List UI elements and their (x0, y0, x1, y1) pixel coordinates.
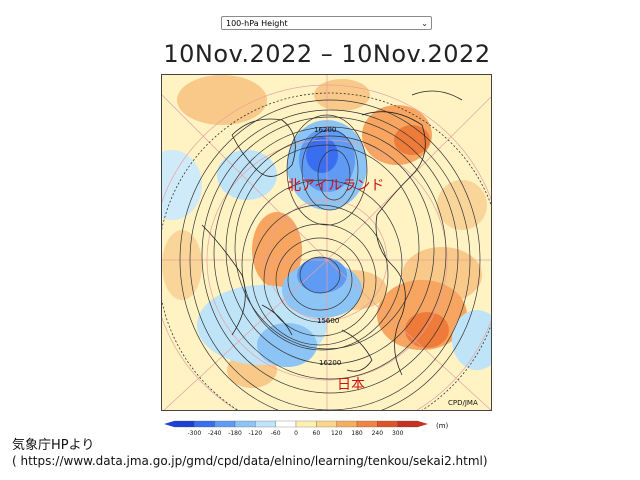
colorbar-swatch (214, 420, 236, 428)
colorbar-swatch (194, 420, 215, 428)
colorbar-tick-label: 240 (372, 430, 384, 437)
credit-label: CPD/JMA (448, 399, 478, 407)
colorbar-tick-label: 180 (351, 430, 363, 437)
colorbar-swatch (234, 420, 256, 428)
colorbar-swatch (255, 420, 276, 428)
colorbar-swatch (295, 420, 317, 428)
colorbar-tick-label: -180 (228, 430, 242, 437)
page-title: 10Nov.2022 – 10Nov.2022 (163, 40, 491, 68)
colorbar-swatch (377, 420, 398, 428)
source-url: ( https://www.data.jma.go.jp/gmd/cpd/dat… (12, 454, 488, 468)
colorbar-tick-label: -120 (249, 430, 263, 437)
colorbar-tick-label: 0 (294, 430, 298, 437)
colorbar-svg: -300 -240 -180 -120 -60 0 60 120 180 240 300 (m) (164, 420, 449, 437)
colorbar-swatch (316, 420, 337, 428)
colorbar-swatch (356, 420, 378, 428)
colorbar-unit: (m) (436, 422, 449, 430)
colorbar-tick-label: -240 (208, 430, 222, 437)
contour-label: 16200 (314, 126, 336, 134)
source-label: 気象庁HPより (12, 438, 95, 453)
colorbar-tick-label: 300 (392, 430, 404, 437)
colorbar-tick-label: 60 (313, 430, 321, 437)
variable-select[interactable]: 100-hPa Height ⌄ (221, 16, 432, 30)
colorbar-arrow-right (418, 421, 428, 427)
map-panel: 16200 15600 16200 北アイルランド 日本 CPD/JMA (161, 74, 492, 411)
annotation-japan: 日本 (337, 377, 365, 393)
contour-label: 15600 (317, 317, 339, 325)
colorbar-swatch (336, 420, 358, 428)
colorbar-tick-label: -60 (271, 430, 281, 437)
colorbar-tick-label: -300 (188, 430, 202, 437)
colorbar: -300 -240 -180 -120 -60 0 60 120 180 240 300 (m) (160, 418, 470, 448)
colorbar-swatch (173, 420, 195, 428)
chevron-down-icon[interactable]: ⌄ (421, 19, 428, 28)
colorbar-swatch (397, 420, 419, 428)
colorbar-tick-label: 120 (331, 430, 343, 437)
height-anomaly-map: 16200 15600 16200 北アイルランド 日本 CPD/JMA (162, 75, 491, 410)
variable-select-value: 100-hPa Height (226, 19, 288, 28)
colorbar-arrow-left (164, 421, 174, 427)
annotation-north-atlantic: 北アイルランド (287, 178, 384, 194)
colorbar-swatch (275, 420, 297, 428)
contour-label: 16200 (319, 359, 341, 367)
